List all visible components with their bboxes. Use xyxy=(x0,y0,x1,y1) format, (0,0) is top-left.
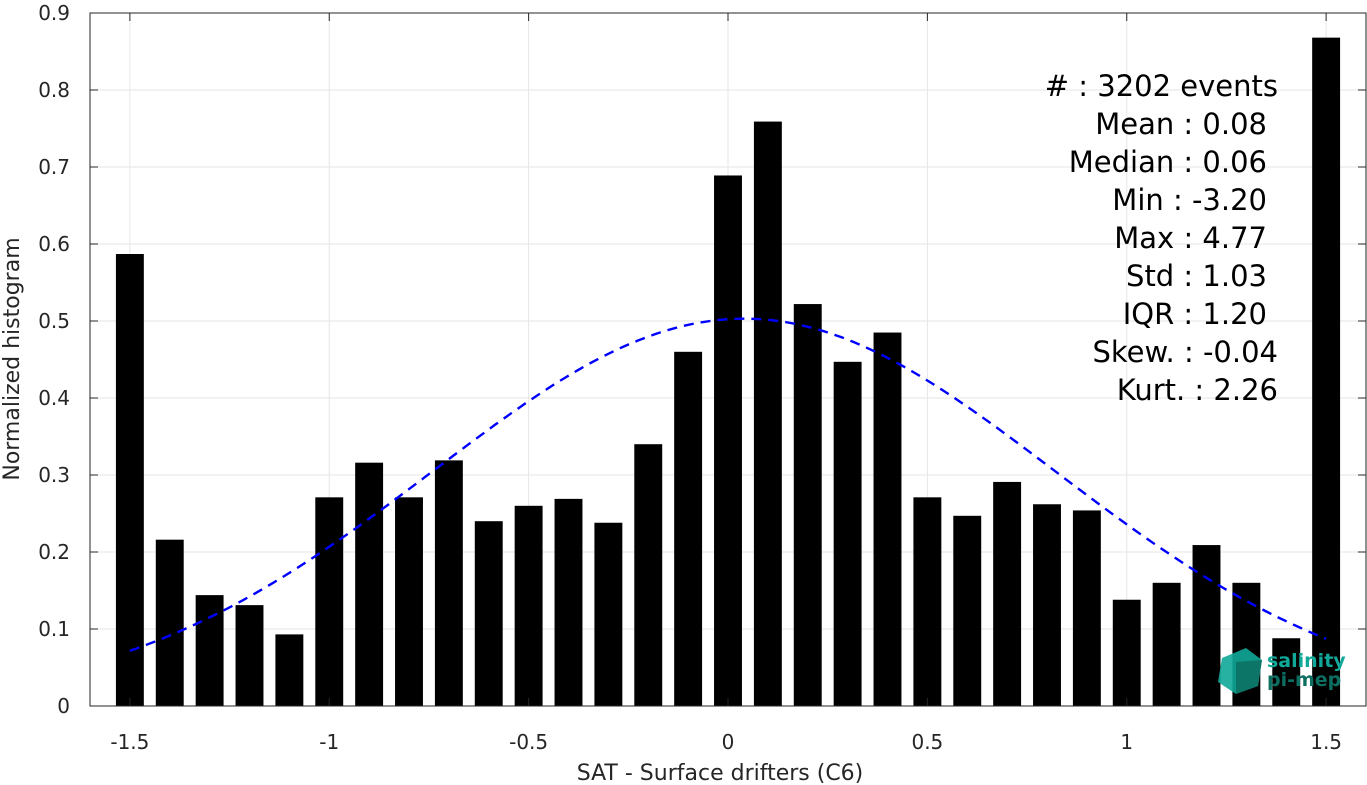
x-tick-label: 1 xyxy=(1120,730,1133,754)
x-tick-label: -1 xyxy=(319,730,339,754)
y-tick-label: 0.9 xyxy=(38,1,70,25)
y-tick-label: 0.6 xyxy=(38,232,70,256)
histogram-bar xyxy=(275,634,304,706)
histogram-bar xyxy=(195,595,224,706)
statistics-box: # : 3202 events Mean : 0.08 Median : 0.06 M… xyxy=(1045,69,1278,407)
histogram-bar xyxy=(634,444,663,706)
histogram-bar xyxy=(793,304,822,706)
histogram-bar xyxy=(993,481,1022,706)
histogram-bar xyxy=(395,497,423,706)
stat-line: Mean : 0.08 xyxy=(1095,107,1267,141)
x-tick-label: 1.5 xyxy=(1310,730,1342,754)
logo-cube-shade xyxy=(1236,660,1262,694)
y-tick-label: 0.3 xyxy=(38,463,70,487)
salinity-pi-mep-logo: salinity pi-mep xyxy=(1218,648,1346,694)
stat-line: IQR : 1.20 xyxy=(1123,297,1267,331)
histogram-bar xyxy=(833,361,862,706)
y-tick-label: 0.2 xyxy=(38,540,70,564)
histogram-bars xyxy=(115,37,1341,707)
histogram-bar xyxy=(315,497,344,706)
histogram-bar xyxy=(1072,510,1101,706)
logo-line1: salinity xyxy=(1267,650,1346,672)
histogram-bar xyxy=(873,332,902,706)
histogram-bar xyxy=(235,605,264,706)
histogram-bar xyxy=(355,462,384,706)
histogram-bar xyxy=(155,539,184,706)
histogram-bar xyxy=(714,175,742,707)
x-axis-ticks: -1.5 -1 -0.5 0 0.5 1 1.5 xyxy=(110,13,1342,754)
histogram-bar xyxy=(554,498,583,706)
stat-line: Skew. : -0.04 xyxy=(1092,335,1278,369)
x-tick-label: -0.5 xyxy=(509,730,548,754)
histogram-bar xyxy=(1272,638,1301,706)
histogram-bar xyxy=(1192,545,1221,706)
y-axis-label: Normalized histogram xyxy=(0,237,25,480)
histogram-bar xyxy=(953,515,982,706)
histogram-bar xyxy=(115,254,144,706)
normal-fit-curve xyxy=(129,317,1327,652)
histogram-bar xyxy=(594,522,623,706)
histogram-bar xyxy=(1112,599,1141,706)
histogram-bar xyxy=(474,521,503,706)
stat-line: Std : 1.03 xyxy=(1126,259,1267,293)
histogram-bar xyxy=(913,497,942,706)
x-tick-label: -1.5 xyxy=(110,730,149,754)
stat-line: Median : 0.06 xyxy=(1069,145,1267,179)
histogram-bar xyxy=(1152,582,1181,706)
stat-line: Min : -3.20 xyxy=(1112,183,1267,217)
histogram-bar xyxy=(674,351,703,706)
histogram-bar xyxy=(1033,504,1061,706)
histogram-bar xyxy=(434,460,463,706)
histogram-bar xyxy=(753,121,782,706)
stat-line: Kurt. : 2.26 xyxy=(1117,373,1278,407)
stat-line: Max : 4.77 xyxy=(1114,221,1267,255)
stat-line: # : 3202 events xyxy=(1045,69,1278,103)
x-axis-label: SAT - Surface drifters (C6) xyxy=(577,761,864,785)
y-tick-label: 0.5 xyxy=(38,309,70,333)
y-tick-label: 0 xyxy=(57,694,70,718)
histogram-bar xyxy=(1312,37,1341,706)
y-tick-label: 0.4 xyxy=(38,386,70,410)
y-tick-label: 0.8 xyxy=(38,78,70,102)
logo-line2: pi-mep xyxy=(1267,669,1341,691)
y-tick-label: 0.7 xyxy=(38,155,70,179)
x-tick-label: 0 xyxy=(722,730,735,754)
y-tick-label: 0.1 xyxy=(38,617,70,641)
x-tick-label: 0.5 xyxy=(911,730,943,754)
y-axis-ticks: 0 0.1 0.2 0.3 0.4 0.5 0.6 0.7 0.8 0.9 xyxy=(38,1,1366,718)
histogram-bar xyxy=(514,505,543,706)
